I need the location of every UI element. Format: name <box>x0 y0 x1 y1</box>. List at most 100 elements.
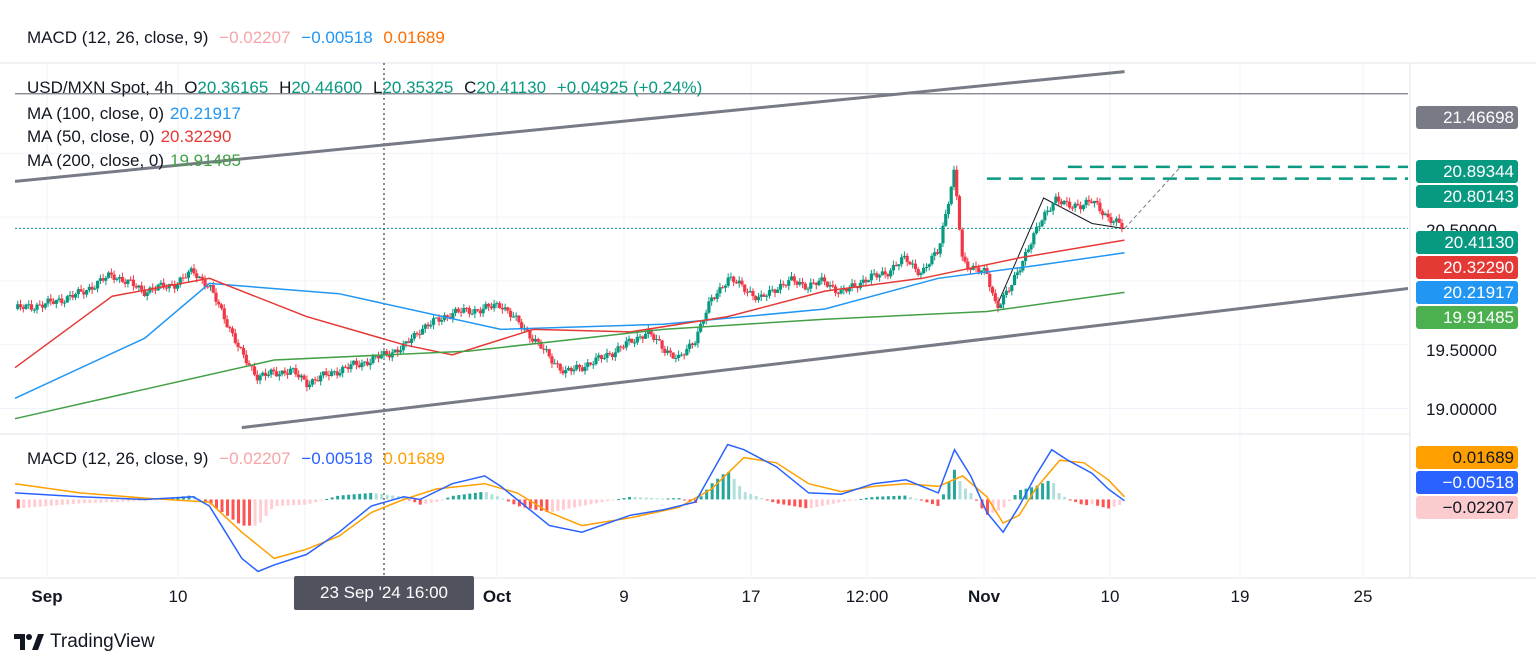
candle-body <box>233 333 237 343</box>
candle-body <box>230 328 235 334</box>
ma100-legend[interactable]: MA (100, close, 0) 20.21917 <box>27 104 247 124</box>
candle-body <box>577 364 582 368</box>
macd-histogram-bar <box>347 494 351 500</box>
candle-body <box>35 304 39 310</box>
candle-body <box>759 294 763 297</box>
candle-body <box>371 356 375 363</box>
candle-body <box>79 289 83 292</box>
x-tick-label: 25 <box>1353 587 1373 606</box>
candle-body <box>376 355 381 359</box>
candle-body <box>21 307 25 309</box>
macd-histogram-bar <box>49 499 53 506</box>
candle-body <box>1076 203 1080 206</box>
candle-body <box>740 280 744 285</box>
candle-body <box>1029 244 1033 250</box>
candle-body <box>40 304 45 308</box>
candle-body <box>693 343 697 346</box>
candle-body <box>101 278 105 281</box>
macd-histogram-bar <box>798 499 802 508</box>
macd-tag-signal: 0.01689 <box>1416 446 1518 469</box>
symbol-title[interactable]: USD/MXN Spot, 4h <box>27 78 174 97</box>
candle-body <box>580 367 584 372</box>
candle-body <box>853 283 857 287</box>
candle-body <box>561 370 565 374</box>
candle-body <box>29 304 34 310</box>
macd-histogram-bar <box>721 474 725 500</box>
macd-histogram-bar <box>60 499 64 505</box>
macd-histogram-bar <box>804 499 808 509</box>
macd-histogram-bar <box>583 499 587 506</box>
candle-body <box>955 169 959 197</box>
candle-body <box>762 294 766 297</box>
candle-body <box>489 306 493 309</box>
ma50-legend[interactable]: MA (50, close, 0) 20.32290 <box>27 127 237 147</box>
candle-body <box>1120 222 1124 229</box>
candle-body <box>1087 199 1091 202</box>
candle-body <box>68 294 72 297</box>
candle-body <box>109 272 113 275</box>
macd-histogram-bar <box>853 499 857 501</box>
macd-histogram-bar <box>837 499 841 503</box>
candle-body <box>93 288 97 290</box>
candle-body <box>610 354 615 358</box>
macd-histogram-bar <box>1019 489 1023 500</box>
macd-histogram-bar <box>727 471 731 500</box>
candle-body <box>346 367 350 370</box>
candle-body <box>476 309 480 311</box>
candle-body <box>999 304 1003 309</box>
candle-body <box>1095 200 1099 203</box>
candle-body <box>153 289 158 291</box>
candle-body <box>178 277 182 285</box>
candle-body <box>470 313 474 315</box>
candle-body <box>467 308 471 314</box>
candle-body <box>586 362 590 367</box>
tradingview-brand[interactable]: TradingView <box>14 631 155 653</box>
macd-tag-macd: −0.00518 <box>1416 471 1518 494</box>
candle-body <box>641 336 645 339</box>
candle-body <box>126 279 130 284</box>
candle-body <box>842 289 846 291</box>
macd-histogram-bar <box>33 499 37 508</box>
candle-body <box>305 379 309 388</box>
candle-body <box>131 279 136 286</box>
candle-body <box>558 363 562 371</box>
macd-histogram-bar <box>639 497 643 500</box>
macd-histogram-bar <box>1008 499 1012 502</box>
macd-histogram-bar <box>842 499 846 502</box>
macd-histogram-bar <box>154 499 158 501</box>
macd-histogram-bar <box>495 496 499 500</box>
candle-body <box>286 373 290 375</box>
candle-body <box>836 292 840 294</box>
candle-body <box>418 334 422 336</box>
candle-body <box>927 264 931 267</box>
candle-body <box>1065 200 1069 202</box>
candle-body <box>990 287 995 294</box>
ma200-label: MA (200, close, 0) <box>27 151 165 170</box>
candle-body <box>379 354 383 359</box>
candle-body <box>924 266 929 268</box>
candle-body <box>754 296 758 301</box>
macd-histogram-bar <box>666 498 670 500</box>
macd-histogram-bar <box>1002 499 1006 508</box>
macd-histogram-bar <box>303 499 307 505</box>
candle-body <box>1101 211 1105 216</box>
candle-body <box>613 352 617 358</box>
candle-body <box>57 298 61 300</box>
projection-line <box>1124 165 1182 229</box>
macd-histogram-bar <box>226 499 230 516</box>
macd-histogram-bar <box>980 499 984 509</box>
macd-histogram-bar <box>606 499 610 502</box>
ohlc-close: C20.41130 <box>464 78 547 97</box>
ma200-legend[interactable]: MA (200, close, 0) 19.91485 <box>27 151 247 171</box>
candle-body <box>1051 202 1055 211</box>
candle-body <box>162 282 166 288</box>
candle-body <box>723 285 728 288</box>
candle-body <box>712 297 717 299</box>
candle-body <box>748 290 752 293</box>
macd-histogram-bar <box>705 489 709 500</box>
macd-histogram-bar <box>892 496 896 500</box>
candle-body <box>269 369 273 375</box>
macd-legend-signal: 0.01689 <box>383 28 445 47</box>
candle-body <box>261 372 265 376</box>
